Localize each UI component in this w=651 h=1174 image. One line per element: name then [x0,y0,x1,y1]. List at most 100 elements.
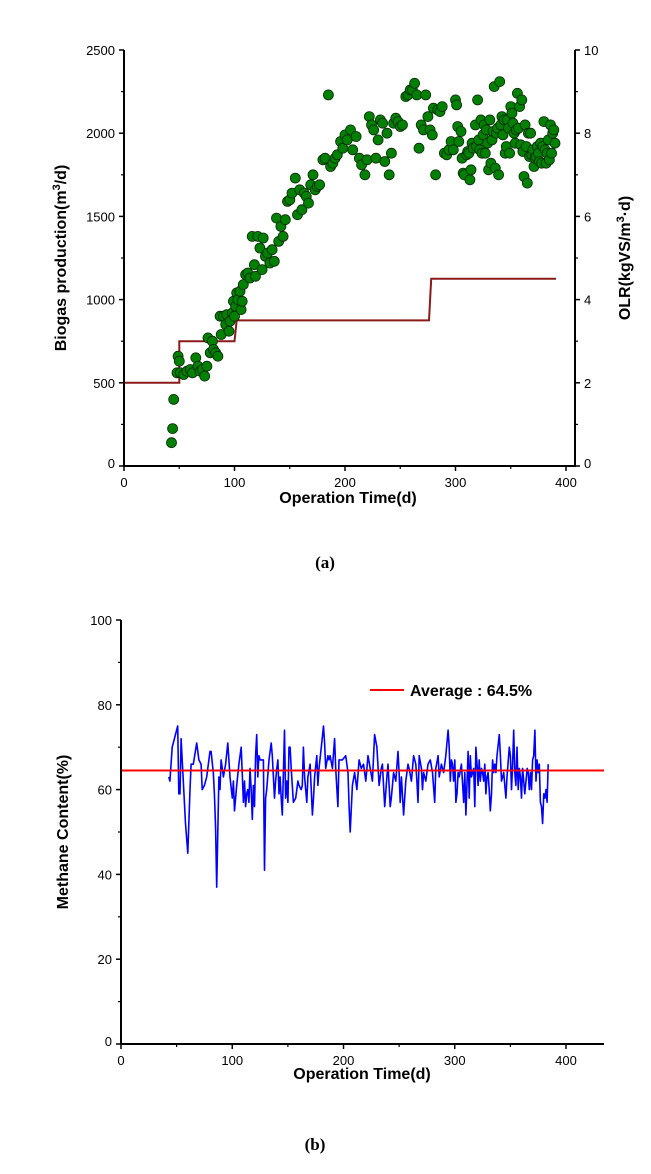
a-axes: 0 100 200 300 400 0 500 1000 1500 2000 2500 0 2 4 6 8 10 [86,43,598,490]
a-biogas-point [322,89,334,101]
a-biogas-point [525,127,536,139]
a-biogas-point [256,264,268,276]
a-biogas-point [250,270,261,282]
a-biogas-point [397,119,408,131]
a-biogas-point [546,147,557,159]
a-biogas-point [296,204,308,216]
a-biogas-point [377,117,389,129]
a-biogas-point [307,169,319,181]
a-biogas-point [303,197,314,209]
b-caption: (b) [305,1135,326,1154]
b-x-tick-label: 0 [117,1053,124,1068]
a-y-tick-label: 2500 [86,43,115,58]
a-biogas-point [420,89,432,101]
a-biogas-point [472,94,484,106]
a-biogas-point [411,89,423,101]
b-x-tick-label: 400 [555,1053,577,1068]
a-y2-axis-title: OLR(kgVS/m3·d) [615,196,634,320]
b-y-tick-label: 40 [98,867,112,882]
a-y-tick-label: 1000 [86,293,115,308]
a-biogas-point [521,177,533,189]
a-biogas-point [212,350,224,362]
a-x-axis-title: Operation Time(d) [279,490,417,507]
a-biogas-point [465,164,477,176]
a-y2-tick-label: 10 [584,43,598,58]
a-biogas-point [368,124,380,136]
a-biogas-point [350,131,362,142]
a-x-tick-label: 0 [120,475,127,490]
a-y-tick-label: 1500 [86,209,115,224]
a-biogas-point [370,152,382,164]
a-biogas-point [422,111,434,122]
a-biogas-point [548,124,560,136]
b-y-axis-title: Methane Content(%) [55,755,72,910]
b-x-tick-label: 200 [333,1053,355,1068]
a-biogas-point [289,172,301,184]
a-biogas-point [453,136,465,147]
a-biogas-point [379,156,391,167]
a-biogas-point [447,144,459,156]
a-biogas-point [451,99,463,111]
a-biogas-point [223,325,235,337]
a-biogas-point [516,94,528,106]
a-biogas-point [201,360,213,372]
b-y-tick-label: 80 [98,698,112,713]
a-x-tick-label: 100 [224,475,246,490]
b-legend: Average : 64.5% [370,683,532,700]
b-x-tick-label: 100 [221,1053,243,1068]
a-plot-marks [124,76,561,449]
a-biogas-point [504,147,516,159]
a-biogas-point [464,174,476,186]
a-biogas-point [279,214,291,226]
a-biogas-point [372,134,384,146]
a-biogas-point [199,370,211,382]
a-y2-tick-label: 0 [584,456,591,471]
a-biogas-point [237,279,249,291]
a-y2-tick-label: 4 [584,293,591,308]
a-y2-tick-label: 2 [584,376,591,391]
a-y-tick-label: 500 [93,376,115,391]
a-biogas-point [173,355,185,367]
a-biogas-point [257,232,269,244]
a-biogas-point [359,169,371,181]
chart-a: 0 100 200 300 400 0 500 1000 1500 2000 2500 0 2 4 6 8 10… [51,43,634,572]
a-biogas-point [167,423,179,435]
b-x-axis-title: Operation Time(d) [293,1066,431,1083]
a-y-axis-title: Biogas production(m3/d) [51,165,70,352]
chart-b: 0 100 200 300 400 0 20 40 60 80 100 Average : 64.5… [55,613,604,1154]
b-y-tick-label: 20 [98,952,112,967]
a-biogas-point [361,154,373,166]
a-biogas-point [248,259,260,271]
a-biogas-point [493,169,505,181]
a-caption: (a) [315,553,335,572]
a-y-tick-label: 0 [108,456,115,471]
a-x-tick-label: 200 [334,475,356,490]
b-plot-marks [121,725,604,888]
a-biogas-point [436,101,448,112]
a-biogas-point [381,127,393,139]
a-biogas-point [494,76,506,87]
a-y2-tick-label: 8 [584,126,591,141]
a-x-tick-label: 300 [445,475,467,490]
a-biogas-point [166,437,177,449]
a-biogas-point [236,295,248,307]
a-y-tick-label: 2000 [86,126,115,141]
a-biogas-point [455,126,467,137]
b-y-tick-label: 100 [90,613,112,628]
a-biogas-point [484,114,496,126]
a-biogas-point [426,129,438,141]
a-biogas-point [254,242,266,254]
a-biogas-point [268,255,280,267]
a-biogas-point [383,169,395,181]
a-biogas-point [277,230,289,242]
b-y-tick-label: 60 [98,783,112,798]
b-methane-line [168,725,549,888]
a-biogas-point [314,179,326,191]
a-biogas-point [430,169,442,181]
b-axes: 0 100 200 300 400 0 20 40 60 80 100 [90,613,604,1068]
a-biogas-point [168,393,180,405]
a-biogas-point [413,142,425,154]
a-biogas-point [385,147,397,159]
a-biogas-point [341,134,353,146]
